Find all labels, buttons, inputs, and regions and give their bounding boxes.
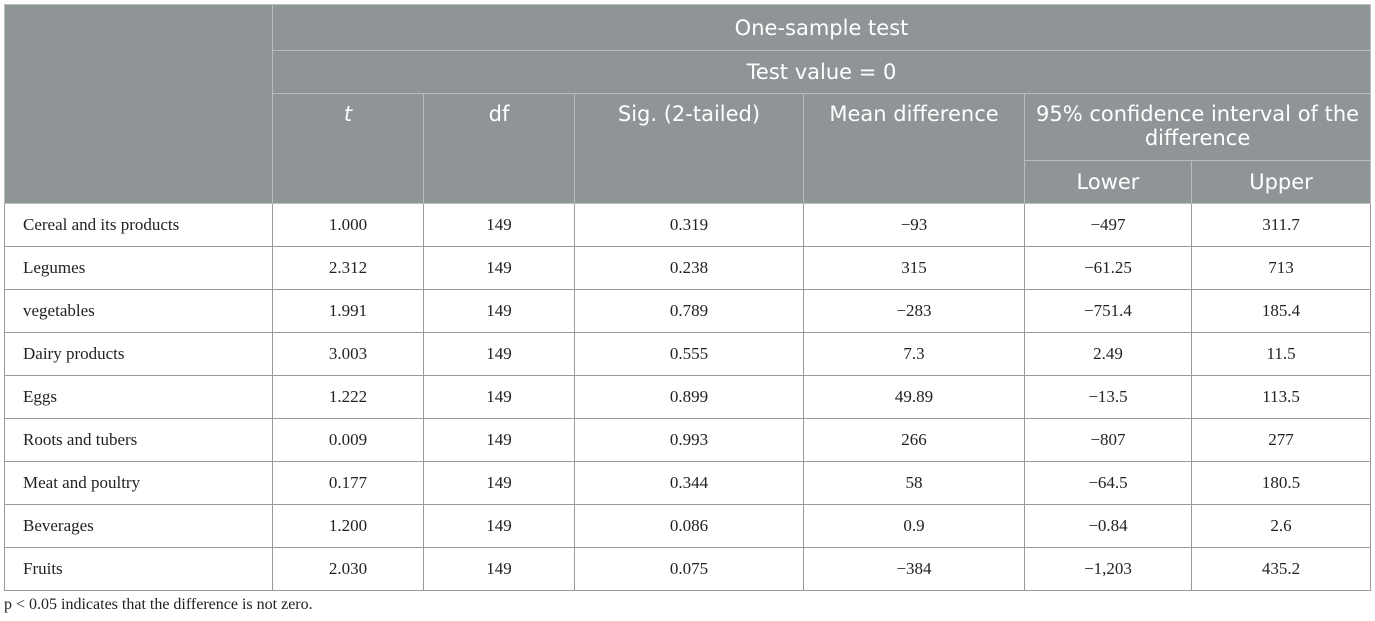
cell-mean-difference: 0.9 xyxy=(803,504,1025,548)
row-label: Dairy products xyxy=(4,332,273,376)
table-row: Meat and poultry 0.177 149 0.344 58 −64.… xyxy=(4,461,1372,505)
cell-lower: −1,203 xyxy=(1024,547,1192,591)
row-label: vegetables xyxy=(4,289,273,333)
table-title: One-sample test xyxy=(271,4,1372,51)
cell-t: 1.222 xyxy=(272,375,424,419)
cell-t: 2.312 xyxy=(272,246,424,290)
test-value-header: Test value = 0 xyxy=(271,50,1372,94)
cell-lower: −13.5 xyxy=(1024,375,1192,419)
table-footnote: p < 0.05 indicates that the difference i… xyxy=(4,596,313,613)
cell-sig: 0.899 xyxy=(574,375,804,419)
cell-df: 149 xyxy=(423,203,575,247)
cell-mean-difference: −93 xyxy=(803,203,1025,247)
col-header-confidence-interval: 95% confidence interval of the differenc… xyxy=(1023,93,1372,161)
cell-upper: 11.5 xyxy=(1190,332,1372,376)
cell-upper: 311.7 xyxy=(1190,203,1372,247)
cell-upper: 185.4 xyxy=(1190,289,1372,333)
cell-t: 2.030 xyxy=(272,547,424,591)
cell-df: 149 xyxy=(423,332,575,376)
cell-sig: 0.238 xyxy=(574,246,804,290)
cell-sig: 0.993 xyxy=(574,418,804,462)
row-label: Beverages xyxy=(4,504,273,548)
row-label: Fruits xyxy=(4,547,273,591)
cell-df: 149 xyxy=(423,375,575,419)
table-row: vegetables 1.991 149 0.789 −283 −751.4 1… xyxy=(4,289,1372,333)
col-header-df: df xyxy=(423,93,575,204)
cell-mean-difference: −384 xyxy=(803,547,1025,591)
cell-t: 1.000 xyxy=(272,203,424,247)
cell-t: 0.177 xyxy=(272,461,424,505)
cell-mean-difference: 58 xyxy=(803,461,1025,505)
table-row: Dairy products 3.003 149 0.555 7.3 2.49 … xyxy=(4,332,1372,376)
one-sample-test-table: One-sample test Test value = 0 t df Sig.… xyxy=(4,4,1372,591)
cell-sig: 0.344 xyxy=(574,461,804,505)
cell-lower: −64.5 xyxy=(1024,461,1192,505)
cell-upper: 180.5 xyxy=(1190,461,1372,505)
row-label: Legumes xyxy=(4,246,273,290)
table-row: Eggs 1.222 149 0.899 49.89 −13.5 113.5 xyxy=(4,375,1372,419)
row-label: Cereal and its products xyxy=(4,203,273,247)
cell-df: 149 xyxy=(423,246,575,290)
cell-sig: 0.086 xyxy=(574,504,804,548)
row-label: Eggs xyxy=(4,375,273,419)
cell-df: 149 xyxy=(423,547,575,591)
cell-mean-difference: 315 xyxy=(803,246,1025,290)
cell-df: 149 xyxy=(423,289,575,333)
table-row: Legumes 2.312 149 0.238 315 −61.25 713 xyxy=(4,246,1372,290)
cell-df: 149 xyxy=(423,504,575,548)
cell-sig: 0.789 xyxy=(574,289,804,333)
cell-lower: −497 xyxy=(1024,203,1192,247)
row-label: Roots and tubers xyxy=(4,418,273,462)
cell-t: 3.003 xyxy=(272,332,424,376)
cell-lower: −61.25 xyxy=(1024,246,1192,290)
cell-lower: −0.84 xyxy=(1024,504,1192,548)
cell-lower: −751.4 xyxy=(1024,289,1192,333)
cell-t: 1.200 xyxy=(272,504,424,548)
cell-df: 149 xyxy=(423,461,575,505)
table-row: Roots and tubers 0.009 149 0.993 266 −80… xyxy=(4,418,1372,462)
col-header-upper: Upper xyxy=(1190,160,1372,204)
cell-df: 149 xyxy=(423,418,575,462)
cell-lower: 2.49 xyxy=(1024,332,1192,376)
table-row: Cereal and its products 1.000 149 0.319 … xyxy=(4,203,1372,247)
cell-lower: −807 xyxy=(1024,418,1192,462)
cell-upper: 2.6 xyxy=(1190,504,1372,548)
table-row: Beverages 1.200 149 0.086 0.9 −0.84 2.6 xyxy=(4,504,1372,548)
table-row: Fruits 2.030 149 0.075 −384 −1,203 435.2 xyxy=(4,547,1372,591)
row-label: Meat and poultry xyxy=(4,461,273,505)
col-header-lower: Lower xyxy=(1024,160,1192,204)
cell-mean-difference: 49.89 xyxy=(803,375,1025,419)
cell-sig: 0.319 xyxy=(574,203,804,247)
cell-upper: 113.5 xyxy=(1190,375,1372,419)
col-header-sig: Sig. (2-tailed) xyxy=(574,93,804,204)
cell-sig: 0.555 xyxy=(574,332,804,376)
cell-t: 1.991 xyxy=(272,289,424,333)
table-body: Cereal and its products 1.000 149 0.319 … xyxy=(4,203,1372,591)
col-header-mean-difference: Mean difference xyxy=(803,93,1025,204)
cell-mean-difference: −283 xyxy=(803,289,1025,333)
cell-sig: 0.075 xyxy=(574,547,804,591)
header-corner xyxy=(4,4,273,204)
cell-upper: 713 xyxy=(1190,246,1372,290)
cell-upper: 277 xyxy=(1190,418,1372,462)
col-header-t: t xyxy=(272,93,424,204)
cell-mean-difference: 7.3 xyxy=(803,332,1025,376)
cell-t: 0.009 xyxy=(272,418,424,462)
cell-mean-difference: 266 xyxy=(803,418,1025,462)
cell-upper: 435.2 xyxy=(1190,547,1372,591)
